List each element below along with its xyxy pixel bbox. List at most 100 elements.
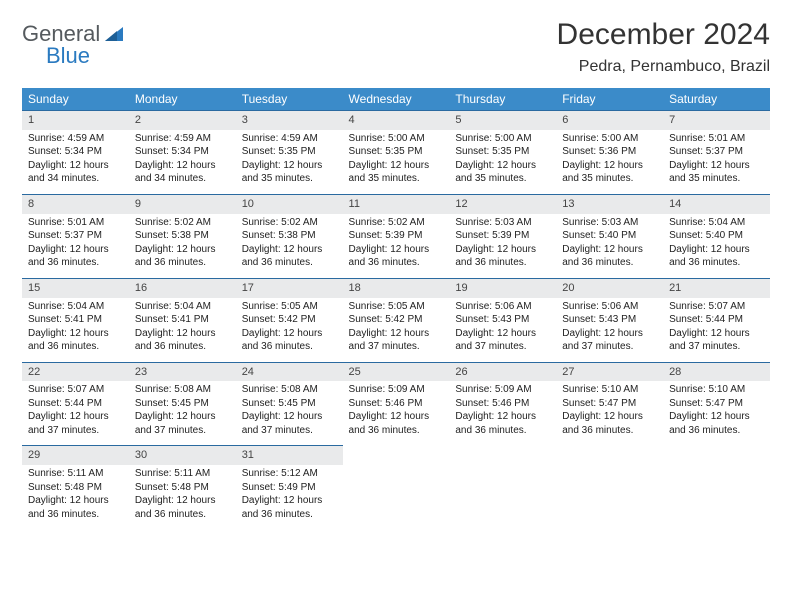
sunset-line: Sunset: 5:49 PM — [242, 481, 337, 495]
daylight-line: Daylight: 12 hours and 36 minutes. — [349, 410, 444, 437]
daylight-line: Daylight: 12 hours and 35 minutes. — [455, 159, 550, 186]
day-number-cell: 14 — [663, 194, 770, 213]
day-cell: Sunrise: 5:01 AMSunset: 5:37 PMDaylight:… — [22, 214, 129, 279]
day-number: 14 — [663, 195, 770, 214]
sunset-line: Sunset: 5:38 PM — [135, 229, 230, 243]
day-header: Wednesday — [343, 88, 450, 111]
daylight-line: Daylight: 12 hours and 37 minutes. — [28, 410, 123, 437]
daylight-line: Daylight: 12 hours and 37 minutes. — [455, 327, 550, 354]
daylight-line: Daylight: 12 hours and 36 minutes. — [669, 410, 764, 437]
sunrise-line: Sunrise: 5:05 AM — [242, 300, 337, 314]
daylight-line: Daylight: 12 hours and 34 minutes. — [28, 159, 123, 186]
day-number-cell: 4 — [343, 111, 450, 130]
daylight-line: Daylight: 12 hours and 37 minutes. — [135, 410, 230, 437]
day-number-cell: 1 — [22, 111, 129, 130]
day-number: 19 — [449, 279, 556, 298]
daylight-line: Daylight: 12 hours and 36 minutes. — [28, 327, 123, 354]
day-cell: Sunrise: 5:00 AMSunset: 5:35 PMDaylight:… — [449, 130, 556, 195]
daylight-line: Daylight: 12 hours and 36 minutes. — [562, 243, 657, 270]
sunset-line: Sunset: 5:34 PM — [28, 145, 123, 159]
day-number: 15 — [22, 279, 129, 298]
day-cell: Sunrise: 5:12 AMSunset: 5:49 PMDaylight:… — [236, 465, 343, 529]
daylight-line: Daylight: 12 hours and 37 minutes. — [349, 327, 444, 354]
sunrise-line: Sunrise: 5:01 AM — [669, 132, 764, 146]
day-header: Friday — [556, 88, 663, 111]
sunrise-line: Sunrise: 5:12 AM — [242, 467, 337, 481]
sunrise-line: Sunrise: 5:04 AM — [28, 300, 123, 314]
day-cell: Sunrise: 5:00 AMSunset: 5:36 PMDaylight:… — [556, 130, 663, 195]
day-number: 25 — [343, 363, 450, 382]
day-number-cell: 16 — [129, 278, 236, 297]
day-cell: Sunrise: 4:59 AMSunset: 5:34 PMDaylight:… — [129, 130, 236, 195]
day-cell: Sunrise: 4:59 AMSunset: 5:34 PMDaylight:… — [22, 130, 129, 195]
day-cell: Sunrise: 5:08 AMSunset: 5:45 PMDaylight:… — [236, 381, 343, 446]
day-number-cell: 21 — [663, 278, 770, 297]
day-header: Sunday — [22, 88, 129, 111]
sunrise-line: Sunrise: 5:08 AM — [135, 383, 230, 397]
day-number: 8 — [22, 195, 129, 214]
day-cell: Sunrise: 5:02 AMSunset: 5:39 PMDaylight:… — [343, 214, 450, 279]
day-number: 11 — [343, 195, 450, 214]
sunset-line: Sunset: 5:44 PM — [669, 313, 764, 327]
day-cell: Sunrise: 5:06 AMSunset: 5:43 PMDaylight:… — [556, 298, 663, 363]
day-number-cell: 18 — [343, 278, 450, 297]
sunset-line: Sunset: 5:39 PM — [349, 229, 444, 243]
sunrise-line: Sunrise: 4:59 AM — [28, 132, 123, 146]
sunrise-line: Sunrise: 5:07 AM — [28, 383, 123, 397]
day-number: 27 — [556, 363, 663, 382]
month-title: December 2024 — [557, 18, 770, 52]
daylight-line: Daylight: 12 hours and 36 minutes. — [242, 494, 337, 521]
daylight-line: Daylight: 12 hours and 35 minutes. — [669, 159, 764, 186]
calendar-table: SundayMondayTuesdayWednesdayThursdayFrid… — [22, 88, 770, 529]
day-cell: Sunrise: 5:10 AMSunset: 5:47 PMDaylight:… — [663, 381, 770, 446]
sunrise-line: Sunrise: 5:00 AM — [349, 132, 444, 146]
day-cell: Sunrise: 5:00 AMSunset: 5:35 PMDaylight:… — [343, 130, 450, 195]
day-cell: Sunrise: 5:01 AMSunset: 5:37 PMDaylight:… — [663, 130, 770, 195]
daylight-line: Daylight: 12 hours and 37 minutes. — [242, 410, 337, 437]
sunset-line: Sunset: 5:37 PM — [28, 229, 123, 243]
sunrise-line: Sunrise: 5:09 AM — [455, 383, 550, 397]
sunset-line: Sunset: 5:36 PM — [562, 145, 657, 159]
day-cell: Sunrise: 5:04 AMSunset: 5:41 PMDaylight:… — [22, 298, 129, 363]
day-number-cell: 23 — [129, 362, 236, 381]
day-cell: Sunrise: 5:11 AMSunset: 5:48 PMDaylight:… — [129, 465, 236, 529]
sunset-line: Sunset: 5:35 PM — [349, 145, 444, 159]
sunset-line: Sunset: 5:42 PM — [349, 313, 444, 327]
daylight-line: Daylight: 12 hours and 36 minutes. — [135, 327, 230, 354]
logo-sail-icon — [105, 25, 125, 41]
day-number-cell: 8 — [22, 194, 129, 213]
day-number: 3 — [236, 111, 343, 130]
day-number-cell: 7 — [663, 111, 770, 130]
day-number: 10 — [236, 195, 343, 214]
sunrise-line: Sunrise: 5:11 AM — [135, 467, 230, 481]
day-cell: Sunrise: 5:06 AMSunset: 5:43 PMDaylight:… — [449, 298, 556, 363]
calendar-body: 1234567Sunrise: 4:59 AMSunset: 5:34 PMDa… — [22, 111, 770, 530]
logo: General Blue — [22, 24, 125, 68]
day-cell: Sunrise: 5:04 AMSunset: 5:40 PMDaylight:… — [663, 214, 770, 279]
day-number-cell: 25 — [343, 362, 450, 381]
day-cell: Sunrise: 4:59 AMSunset: 5:35 PMDaylight:… — [236, 130, 343, 195]
day-number-cell: 22 — [22, 362, 129, 381]
day-number: 23 — [129, 363, 236, 382]
sunset-line: Sunset: 5:34 PM — [135, 145, 230, 159]
sunset-line: Sunset: 5:41 PM — [28, 313, 123, 327]
day-number: 13 — [556, 195, 663, 214]
day-number: 30 — [129, 446, 236, 465]
day-number: 28 — [663, 363, 770, 382]
day-number: 5 — [449, 111, 556, 130]
sunset-line: Sunset: 5:45 PM — [242, 397, 337, 411]
sunrise-line: Sunrise: 5:00 AM — [562, 132, 657, 146]
daylight-line: Daylight: 12 hours and 36 minutes. — [135, 243, 230, 270]
day-number: 18 — [343, 279, 450, 298]
daylight-line: Daylight: 12 hours and 36 minutes. — [455, 410, 550, 437]
day-number: 2 — [129, 111, 236, 130]
sunrise-line: Sunrise: 4:59 AM — [242, 132, 337, 146]
day-number-cell: 5 — [449, 111, 556, 130]
daylight-line: Daylight: 12 hours and 36 minutes. — [28, 243, 123, 270]
sunset-line: Sunset: 5:35 PM — [242, 145, 337, 159]
day-cell: Sunrise: 5:11 AMSunset: 5:48 PMDaylight:… — [22, 465, 129, 529]
sunset-line: Sunset: 5:47 PM — [669, 397, 764, 411]
day-header: Saturday — [663, 88, 770, 111]
day-number-cell: 31 — [236, 446, 343, 465]
day-cell: Sunrise: 5:05 AMSunset: 5:42 PMDaylight:… — [343, 298, 450, 363]
